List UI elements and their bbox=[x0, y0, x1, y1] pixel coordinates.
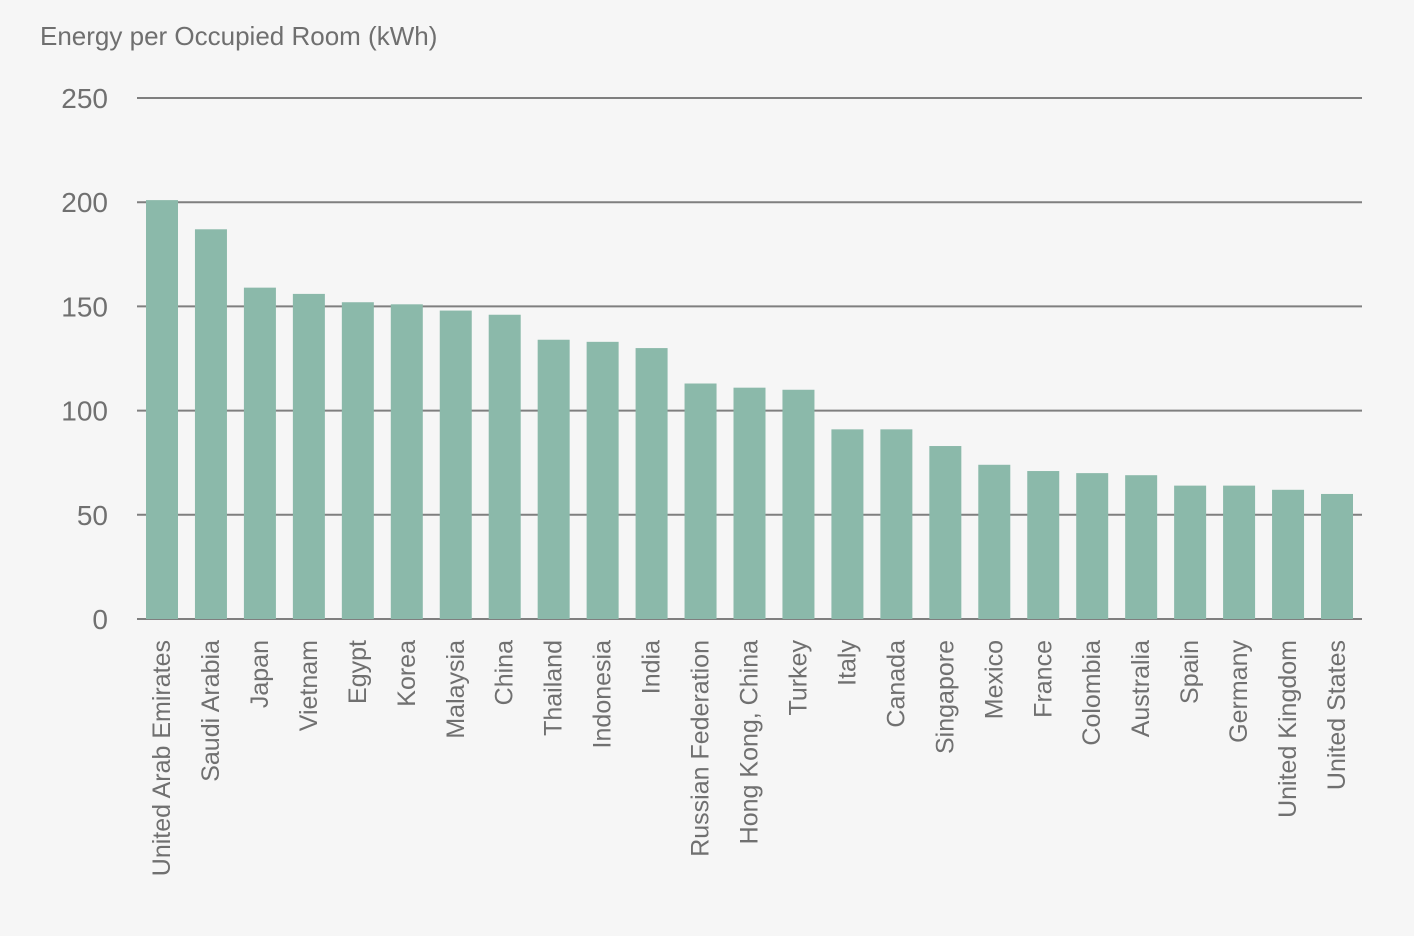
x-tick-label-vietnam: Vietnam bbox=[295, 640, 323, 731]
bars bbox=[146, 200, 1353, 620]
x-tick-label-korea: Korea bbox=[393, 640, 421, 707]
x-tick-label-united-states: United States bbox=[1323, 640, 1351, 790]
chart-title: Energy per Occupied Room (kWh) bbox=[40, 21, 437, 51]
x-tick-label-france: France bbox=[1029, 640, 1057, 718]
bar-mexico bbox=[978, 464, 1011, 619]
x-tick-label-saudi-arabia: Saudi Arabia bbox=[197, 640, 225, 782]
x-tick-label-japan: Japan bbox=[246, 640, 274, 708]
bar-saudi-arabia bbox=[194, 229, 227, 620]
x-tick-label-australia: Australia bbox=[1127, 640, 1155, 737]
bar-vietnam bbox=[292, 293, 325, 619]
y-tick-label-250: 250 bbox=[61, 83, 108, 114]
bar-singapore bbox=[929, 446, 962, 619]
y-tick-label-150: 150 bbox=[61, 291, 108, 322]
x-tick-label-hong-kong-china: Hong Kong, China bbox=[736, 640, 764, 844]
y-tick-label-200: 200 bbox=[61, 187, 108, 218]
x-tick-label-canada: Canada bbox=[882, 640, 910, 728]
bar-united-arab-emirates bbox=[146, 200, 178, 619]
bar-colombia bbox=[1076, 473, 1109, 619]
bar-france bbox=[1027, 471, 1060, 619]
y-tick-label-0: 0 bbox=[92, 604, 108, 635]
x-tick-label-spain: Spain bbox=[1176, 640, 1204, 704]
x-tick-label-united-arab-emirates: United Arab Emirates bbox=[148, 640, 176, 876]
bar-india bbox=[635, 348, 668, 619]
x-tick-label-thailand: Thailand bbox=[540, 640, 568, 736]
bar-china bbox=[488, 314, 521, 619]
bar-spain bbox=[1174, 485, 1207, 619]
y-axis-tick-labels: 0 50 100 150 200 250 bbox=[61, 83, 108, 635]
x-tick-label-united-kingdom: United Kingdom bbox=[1274, 640, 1302, 818]
x-tick-label-colombia: Colombia bbox=[1078, 640, 1106, 746]
bar-turkey bbox=[782, 389, 815, 619]
x-tick-label-singapore: Singapore bbox=[931, 640, 959, 754]
bar-italy bbox=[831, 429, 864, 619]
x-tick-label-italy: Italy bbox=[833, 640, 861, 686]
x-tick-label-germany: Germany bbox=[1225, 640, 1253, 743]
x-axis-tick-labels: United Arab Emirates Saudi Arabia Japan Vie… bbox=[148, 640, 1351, 877]
x-tick-label-mexico: Mexico bbox=[980, 640, 1008, 719]
bar-hong-kong-china bbox=[733, 387, 766, 619]
x-tick-label-india: India bbox=[638, 640, 666, 694]
bar-canada bbox=[880, 429, 913, 619]
y-tick-label-100: 100 bbox=[61, 396, 108, 427]
bar-thailand bbox=[537, 339, 570, 619]
bar-malaysia bbox=[439, 310, 472, 619]
bar-japan bbox=[243, 287, 276, 619]
y-tick-label-50: 50 bbox=[77, 500, 108, 531]
bar-united-states bbox=[1321, 493, 1353, 619]
x-tick-label-egypt: Egypt bbox=[344, 640, 372, 704]
x-tick-label-china: China bbox=[491, 640, 519, 705]
x-tick-label-russian-federation: Russian Federation bbox=[687, 640, 715, 857]
x-tick-label-malaysia: Malaysia bbox=[442, 640, 470, 739]
bar-germany bbox=[1223, 485, 1256, 619]
bar-indonesia bbox=[586, 341, 619, 619]
bar-united-kingdom bbox=[1272, 489, 1305, 619]
bar-korea bbox=[390, 304, 423, 619]
bar-australia bbox=[1125, 475, 1158, 619]
bar-russian-federation bbox=[684, 383, 717, 619]
x-tick-label-indonesia: Indonesia bbox=[589, 640, 617, 749]
bar-egypt bbox=[341, 302, 374, 619]
x-tick-label-turkey: Turkey bbox=[784, 640, 812, 716]
